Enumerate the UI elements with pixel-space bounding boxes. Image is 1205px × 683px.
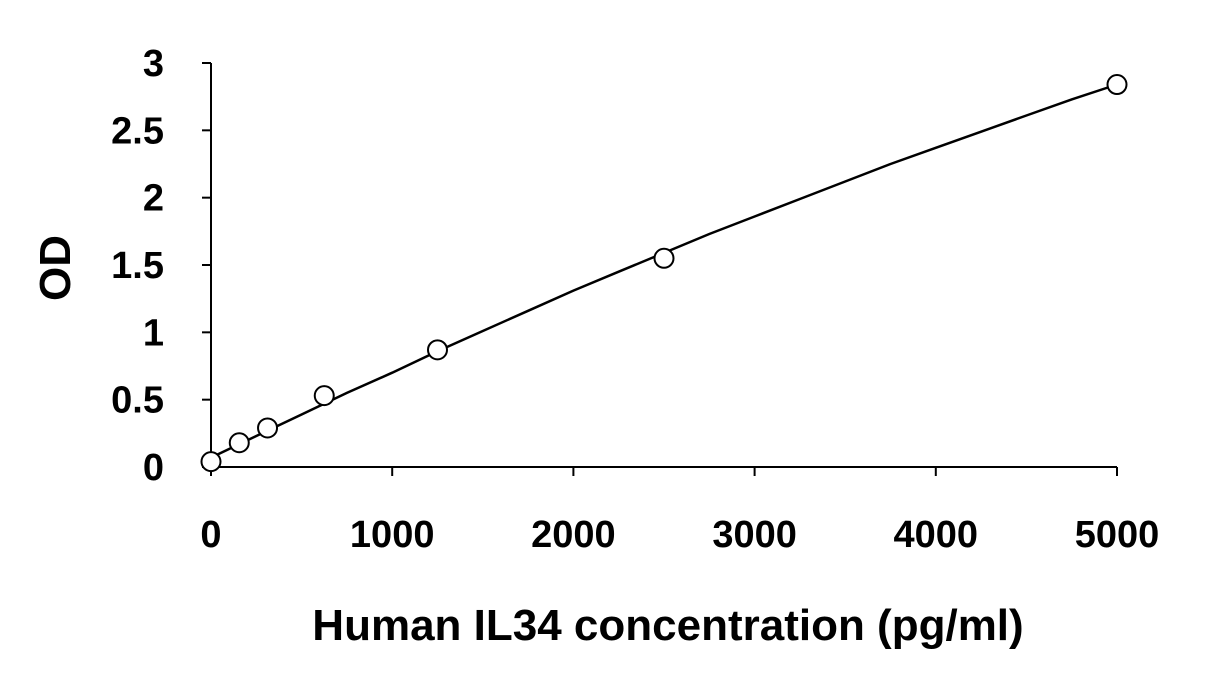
y-axis-title: OD — [31, 235, 80, 301]
x-tick-labels: 0 1000 2000 3000 4000 5000 — [200, 514, 1159, 556]
fit-curve-line — [210, 83, 1118, 459]
data-point — [313, 385, 335, 407]
y-axis-ticks — [202, 62, 211, 468]
x-tick-label: 1000 — [350, 514, 435, 556]
x-tick-label: 0 — [200, 514, 221, 556]
y-tick-label: 1.5 — [111, 245, 164, 287]
data-point — [653, 247, 675, 269]
data-point — [427, 339, 448, 361]
data-point — [257, 417, 279, 439]
data-points — [200, 74, 1128, 473]
data-point — [228, 432, 250, 454]
x-tick-label: 2000 — [531, 514, 616, 556]
x-axis-title: Human IL34 concentration (pg/ml) — [312, 601, 1023, 650]
data-point — [200, 451, 222, 473]
y-tick-label: 3 — [143, 43, 164, 85]
data-point — [1106, 74, 1128, 96]
x-tick-label: 5000 — [1075, 514, 1160, 556]
y-tick-label: 2 — [143, 178, 164, 220]
x-tick-label: 3000 — [712, 514, 797, 556]
y-tick-label: 0 — [143, 447, 164, 489]
x-tick-label: 4000 — [894, 514, 979, 556]
y-tick-label: 1 — [143, 312, 164, 354]
y-tick-label: 0.5 — [111, 380, 164, 422]
y-tick-labels: 0 0.5 1 1.5 2 2.5 3 — [111, 43, 164, 489]
y-tick-label: 2.5 — [111, 110, 164, 152]
x-axis-ticks — [210, 467, 1118, 476]
